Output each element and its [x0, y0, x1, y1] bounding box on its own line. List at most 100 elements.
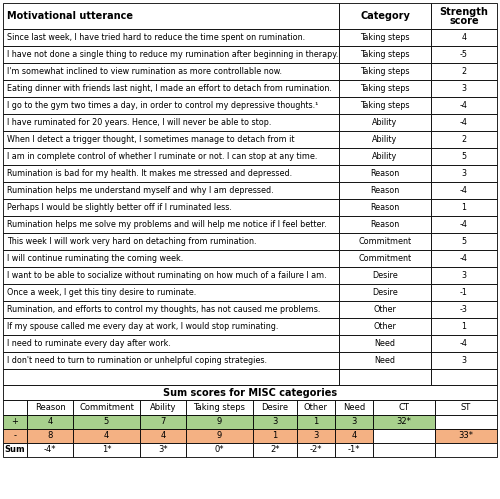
Text: Sum: Sum [4, 446, 25, 455]
Text: 33*: 33* [458, 432, 473, 441]
Bar [431, 199, 497, 216]
Bar [339, 369, 431, 385]
Bar [3, 63, 339, 80]
Bar [339, 114, 431, 131]
Text: Since last week, I have tried hard to reduce the time spent on rumination.: Since last week, I have tried hard to re… [7, 33, 305, 42]
Text: ST: ST [461, 403, 471, 412]
Text: 5: 5 [462, 152, 466, 161]
Text: Reason: Reason [34, 403, 66, 412]
Text: I don't need to turn to rumination or unhelpful coping strategies.: I don't need to turn to rumination or un… [7, 356, 267, 365]
Bar [73, 443, 140, 457]
Bar [335, 400, 373, 415]
Text: Other: Other [304, 403, 328, 412]
Bar [339, 233, 431, 250]
Bar [435, 429, 497, 443]
Bar [253, 415, 297, 429]
Text: Rumination is bad for my health. It makes me stressed and depressed.: Rumination is bad for my health. It make… [7, 169, 292, 178]
Bar [186, 400, 253, 415]
Bar [435, 400, 497, 415]
Text: If my spouse called me every day at work, I would stop ruminating.: If my spouse called me every day at work… [7, 322, 278, 331]
Bar [339, 80, 431, 97]
Bar [373, 429, 435, 443]
Bar [339, 97, 431, 114]
Bar [3, 199, 339, 216]
Text: 1: 1 [462, 322, 466, 331]
Bar [339, 29, 431, 46]
Bar [3, 131, 339, 148]
Text: Need: Need [343, 403, 365, 412]
Bar [3, 429, 27, 443]
Text: 7: 7 [160, 418, 166, 427]
Text: Desire: Desire [372, 271, 398, 280]
Bar [186, 443, 253, 457]
Bar [373, 443, 435, 457]
Bar [431, 46, 497, 63]
Text: -: - [14, 432, 16, 441]
Bar [3, 216, 339, 233]
Bar [297, 429, 335, 443]
Text: This week I will work very hard on detaching from rumination.: This week I will work very hard on detac… [7, 237, 256, 246]
Text: Eating dinner with friends last night, I made an effort to detach from ruminatio: Eating dinner with friends last night, I… [7, 84, 332, 93]
Text: 4: 4 [462, 33, 466, 42]
Bar [431, 352, 497, 369]
Text: 5: 5 [104, 418, 109, 427]
Bar [431, 131, 497, 148]
Text: Taking steps: Taking steps [360, 84, 410, 93]
Bar [431, 233, 497, 250]
Bar [339, 267, 431, 284]
Bar [431, 63, 497, 80]
Text: Ability: Ability [150, 403, 176, 412]
Bar [27, 400, 73, 415]
Bar [3, 182, 339, 199]
Text: -4: -4 [460, 220, 468, 229]
Text: 3: 3 [462, 356, 466, 365]
Text: I go to the gym two times a day, in order to control my depressive thoughts.¹: I go to the gym two times a day, in orde… [7, 101, 318, 110]
Text: 3: 3 [314, 432, 318, 441]
Bar [339, 131, 431, 148]
Text: 4: 4 [104, 432, 109, 441]
Text: 3*: 3* [158, 446, 168, 455]
Bar [253, 400, 297, 415]
Bar [373, 400, 435, 415]
Text: Ability: Ability [372, 135, 398, 144]
Bar [186, 415, 253, 429]
Bar [3, 443, 27, 457]
Text: Need: Need [374, 356, 396, 365]
Text: Taking steps: Taking steps [360, 101, 410, 110]
Text: 1*: 1* [102, 446, 111, 455]
Bar [27, 429, 73, 443]
Text: Taking steps: Taking steps [360, 67, 410, 76]
Text: -3: -3 [460, 305, 468, 314]
Text: I'm somewhat inclined to view rumination as more controllable now.: I'm somewhat inclined to view rumination… [7, 67, 282, 76]
Text: 3: 3 [352, 418, 356, 427]
Bar [3, 97, 339, 114]
Bar [431, 250, 497, 267]
Text: -4: -4 [460, 254, 468, 263]
Bar [335, 415, 373, 429]
Text: Once a week, I get this tiny desire to ruminate.: Once a week, I get this tiny desire to r… [7, 288, 196, 297]
Text: -4: -4 [460, 186, 468, 195]
Text: Rumination helps me understand myself and why I am depressed.: Rumination helps me understand myself an… [7, 186, 274, 195]
Text: -4: -4 [460, 118, 468, 127]
Bar [339, 335, 431, 352]
Text: 3: 3 [462, 169, 466, 178]
Bar [431, 335, 497, 352]
Bar [73, 429, 140, 443]
Text: Reason: Reason [370, 186, 400, 195]
Bar [3, 80, 339, 97]
Bar [3, 400, 27, 415]
Text: 3: 3 [272, 418, 278, 427]
Text: Other: Other [374, 305, 396, 314]
Text: -5: -5 [460, 50, 468, 59]
Bar [431, 114, 497, 131]
Bar [339, 3, 431, 29]
Text: -2*: -2* [310, 446, 322, 455]
Text: 4: 4 [352, 432, 356, 441]
Text: 9: 9 [217, 418, 222, 427]
Text: 5: 5 [462, 237, 466, 246]
Bar [339, 284, 431, 301]
Text: Commitment: Commitment [358, 254, 412, 263]
Bar [335, 443, 373, 457]
Bar [3, 233, 339, 250]
Bar [3, 385, 497, 400]
